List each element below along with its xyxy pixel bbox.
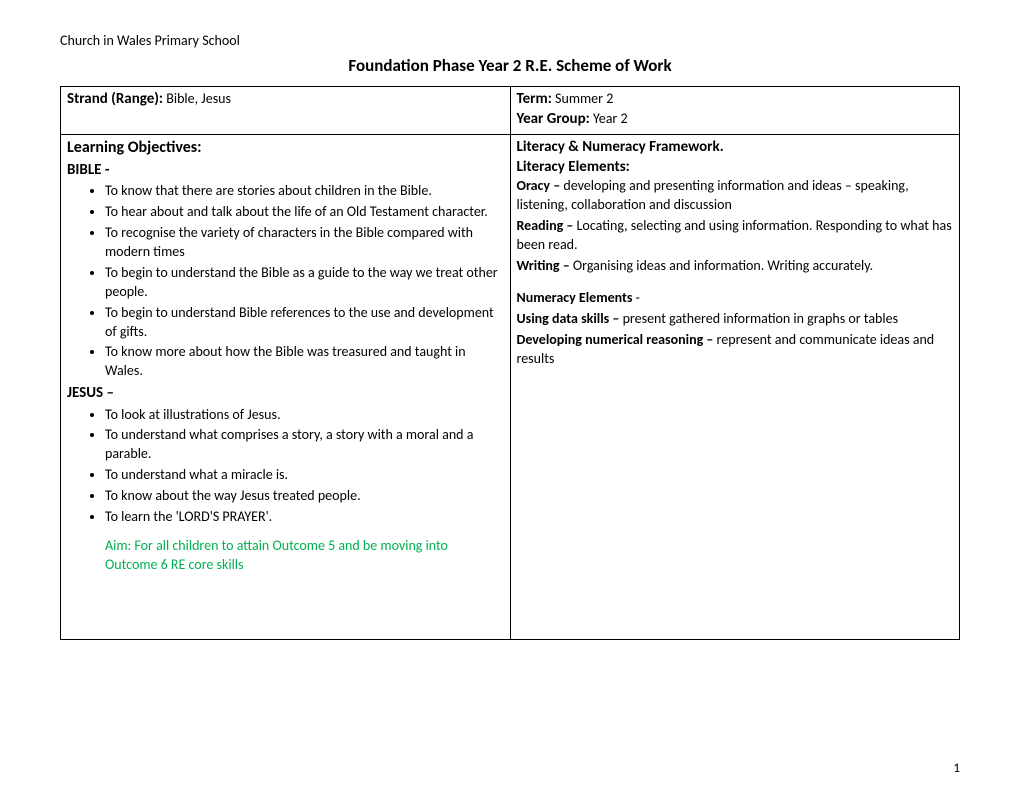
reasoning-label: Developing numerical reasoning –: [517, 331, 717, 348]
scheme-table: Strand (Range): Bible, Jesus Term: Summe…: [60, 86, 960, 640]
reading-text: Locating, selecting and using informatio…: [517, 217, 952, 253]
jesus-heading: JESUS –: [67, 383, 504, 403]
list-item: To look at illustrations of Jesus.: [105, 406, 504, 425]
page-title: Foundation Phase Year 2 R.E. Scheme of W…: [60, 55, 960, 76]
oracy-label: Oracy –: [517, 177, 564, 194]
list-item: To know that there are stories about chi…: [105, 182, 504, 201]
framework-cell: Literacy & Numeracy Framework. Literacy …: [510, 134, 960, 639]
list-item: To know about the way Jesus treated peop…: [105, 487, 504, 506]
list-item: To learn the 'LORD'S PRAYER'.: [105, 508, 504, 527]
term-value: Summer 2: [552, 90, 613, 107]
list-item: To begin to understand the Bible as a gu…: [105, 264, 504, 302]
learning-objectives-heading: Learning Objectives:: [67, 137, 504, 159]
list-item: To hear about and talk about the life of…: [105, 203, 504, 222]
list-item: To begin to understand Bible references …: [105, 304, 504, 342]
writing-label: Writing –: [517, 257, 573, 274]
list-item: To understand what comprises a story, a …: [105, 426, 504, 464]
framework-heading: Literacy & Numeracy Framework.: [517, 137, 954, 157]
list-item: To understand what a miracle is.: [105, 466, 504, 485]
term-label: Term:: [517, 90, 552, 108]
literacy-heading: Literacy Elements:: [517, 157, 954, 177]
numeracy-dash: -: [632, 289, 639, 306]
year-group-label: Year Group:: [517, 110, 590, 128]
strand-label: Strand (Range):: [67, 90, 163, 108]
bible-heading: BIBLE -: [67, 160, 504, 180]
page-number: 1: [953, 761, 960, 776]
spacer: [67, 575, 504, 635]
data-skills-label: Using data skills –: [517, 310, 623, 327]
bible-list: To know that there are stories about chi…: [105, 182, 504, 381]
term-year-cell: Term: Summer 2 Year Group: Year 2: [510, 87, 960, 135]
data-skills-text: present gathered information in graphs o…: [623, 310, 898, 327]
reading-label: Reading –: [517, 217, 577, 234]
learning-objectives-cell: Learning Objectives: BIBLE - To know tha…: [61, 134, 511, 639]
oracy-text: developing and presenting information an…: [517, 177, 909, 213]
jesus-list: To look at illustrations of Jesus. To un…: [105, 406, 504, 527]
strand-value: Bible, Jesus: [163, 90, 231, 107]
list-item: To know more about how the Bible was tre…: [105, 343, 504, 381]
school-header: Church in Wales Primary School: [60, 32, 960, 49]
strand-cell: Strand (Range): Bible, Jesus: [61, 87, 511, 135]
year-group-value: Year 2: [590, 110, 628, 127]
numeracy-heading: Numeracy Elements: [517, 289, 633, 306]
list-item: To recognise the variety of characters i…: [105, 224, 504, 262]
aim-text: Aim: For all children to attain Outcome …: [105, 537, 504, 575]
writing-text: Organising ideas and information. Writin…: [573, 257, 873, 274]
